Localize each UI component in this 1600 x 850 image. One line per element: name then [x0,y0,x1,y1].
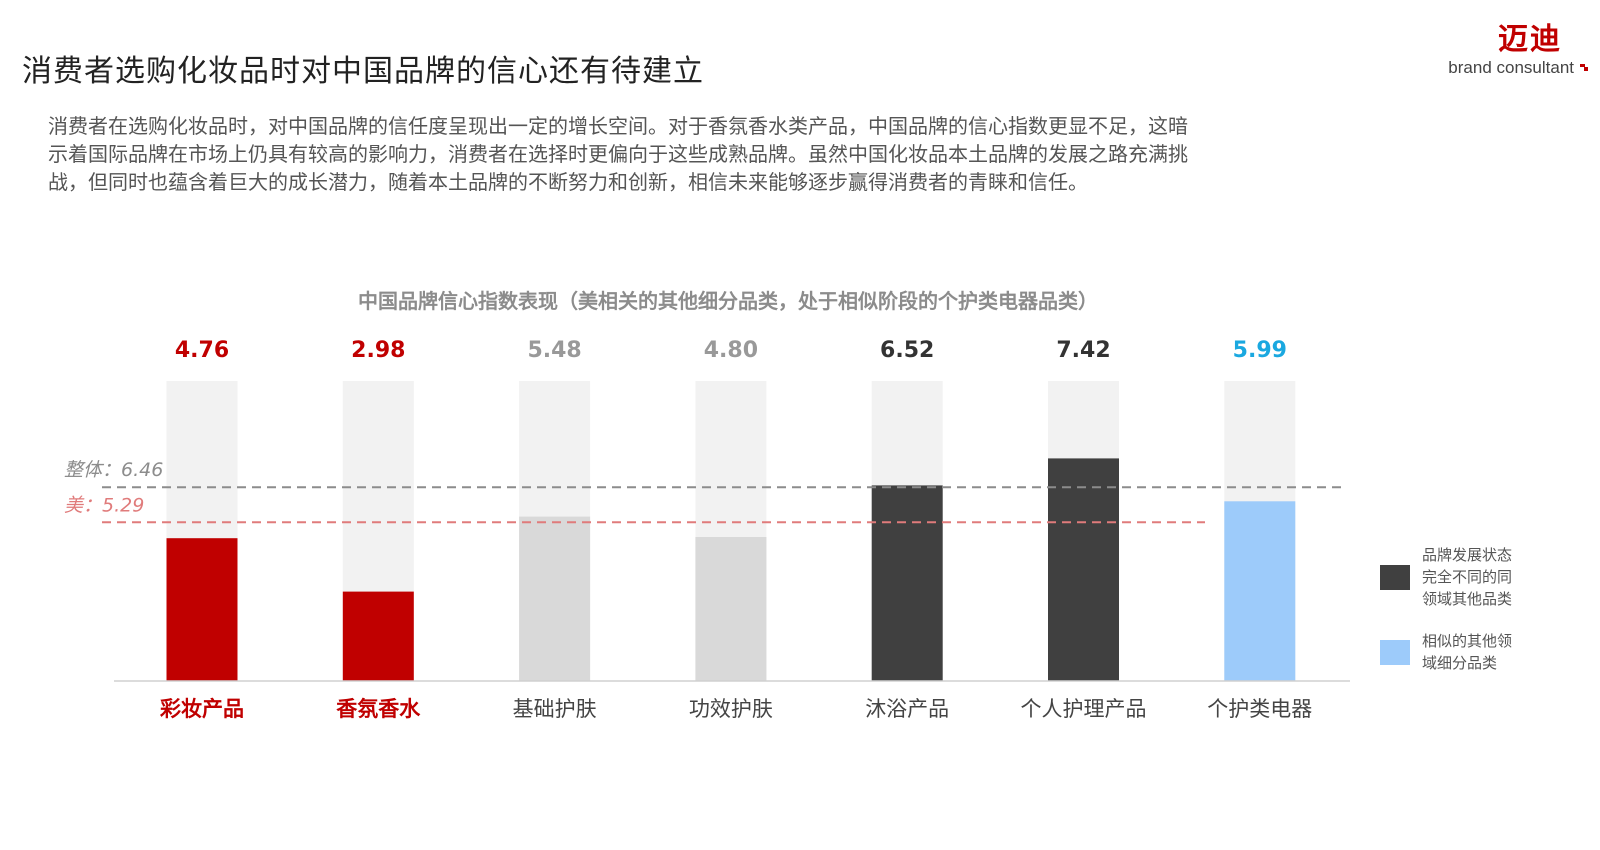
bar-value-label: 6.52 [880,338,934,363]
reference-line-label: 整体：6.46 [64,459,163,481]
legend-label-line: 相似的其他领 [1422,632,1513,650]
legend-swatch-dark [1380,564,1410,590]
bar-value-label: 5.99 [1233,338,1287,363]
bar [871,485,943,681]
bar [342,591,414,681]
logo-mark-icon [1580,64,1588,72]
legend-swatch-light-blue [1380,639,1410,665]
bar-value-label: 7.42 [1056,338,1110,363]
legend-item-similar-category: 相似的其他领 域细分品类 [1380,630,1512,674]
bar-value-label: 4.76 [175,338,229,363]
bar [695,537,767,681]
logo-chinese-text: 迈迪 [1498,22,1562,57]
bar [166,538,238,681]
category-label: 彩妆产品 [159,697,244,721]
description-line: 示着国际品牌在市场上仍具有较高的影响力，消费者在选择时更偏向于这些成熟品牌。虽然… [48,142,1188,166]
legend-label-line: 品牌发展状态 [1422,546,1513,564]
description-line: 消费者在选购化妆品时，对中国品牌的信任度呈现出一定的增长空间。对于香氛香水类产品… [48,114,1188,138]
category-label: 香氛香水 [336,697,421,721]
legend-label: 相似的其他领 域细分品类 [1422,630,1512,674]
bar [1048,458,1119,681]
page-title: 消费者选购化妆品时对中国品牌的信心还有待建立 [22,54,704,89]
chart-legend: 品牌发展状态 完全不同的同 领域其他品类 相似的其他领 域细分品类 [1380,544,1512,694]
category-label: 个人护理产品 [1021,697,1147,721]
logo-english-label: brand consultant [1448,58,1574,77]
chart-title: 中国品牌信心指数表现（美相关的其他细分品类，处于相似阶段的个护类电器品类） [358,289,1098,313]
category-label: 沐浴产品 [865,697,949,721]
legend-label: 品牌发展状态 完全不同的同 领域其他品类 [1422,544,1512,610]
brand-logo: 迈迪 brand consultant [1448,14,1588,78]
bar [1224,501,1296,681]
bar-value-label: 5.48 [527,338,581,363]
category-label: 功效护肤 [689,697,773,721]
legend-label-line: 完全不同的同 [1422,568,1513,586]
category-label: 个护类电器 [1207,697,1312,721]
bar [519,516,591,681]
description-line: 战，但同时也蕴含着巨大的成长潜力，随着本土品牌的不断努力和创新，相信未来能够逐步… [48,170,1088,194]
description-paragraph: 消费者在选购化妆品时，对中国品牌的信任度呈现出一定的增长空间。对于香氛香水类产品… [48,112,1408,196]
bar-value-label: 4.80 [704,338,758,363]
legend-label-line: 域细分品类 [1422,654,1498,672]
bar-value-label: 2.98 [351,338,405,363]
legend-item-different-status: 品牌发展状态 完全不同的同 领域其他品类 [1380,544,1512,610]
legend-label-line: 领域其他品类 [1422,590,1513,608]
logo-english-text: brand consultant [1448,58,1588,78]
reference-line-label: 美：5.29 [64,494,144,516]
category-label: 基础护肤 [513,697,597,721]
